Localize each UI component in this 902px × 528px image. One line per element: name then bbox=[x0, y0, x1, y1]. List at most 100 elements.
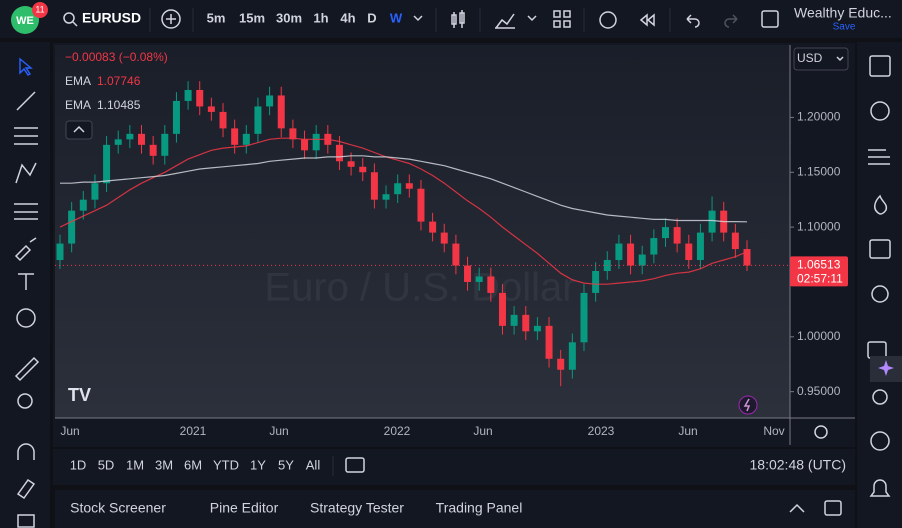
candle-body bbox=[440, 232, 448, 244]
settings-icon[interactable] bbox=[814, 425, 828, 439]
currency-button[interactable] bbox=[793, 47, 849, 71]
time-label: Jun bbox=[60, 424, 79, 438]
range-button[interactable]: 1D bbox=[70, 457, 87, 472]
interval[interactable]: 1h bbox=[313, 10, 328, 25]
candle-body bbox=[103, 144, 111, 184]
search-icon[interactable] bbox=[63, 12, 75, 24]
range-button[interactable]: YTD bbox=[213, 457, 239, 472]
candle-body bbox=[172, 100, 180, 134]
broadcast-icon[interactable] bbox=[870, 431, 890, 451]
news-icon[interactable] bbox=[868, 149, 890, 165]
candle-body bbox=[545, 325, 553, 359]
panel-tab[interactable]: Strategy Tester bbox=[310, 500, 404, 516]
candle-body bbox=[394, 183, 402, 195]
interval[interactable]: 4h bbox=[340, 10, 355, 25]
candle-body bbox=[301, 139, 309, 151]
range-button[interactable]: All bbox=[306, 457, 321, 472]
alert-icon[interactable] bbox=[599, 11, 617, 29]
candle-body bbox=[417, 188, 425, 222]
layouts-icon[interactable] bbox=[553, 10, 571, 28]
candle-body bbox=[452, 243, 460, 266]
watchlist-icon[interactable] bbox=[869, 55, 891, 77]
magnet-tool[interactable] bbox=[17, 443, 35, 460]
interval[interactable]: W bbox=[390, 10, 403, 25]
countdown: 02:57:11 bbox=[797, 272, 843, 286]
panel-tab[interactable]: Pine Editor bbox=[210, 500, 279, 516]
indicators-icon[interactable] bbox=[495, 13, 515, 29]
candle-body bbox=[359, 166, 367, 173]
clock[interactable]: 18:02:48 (UTC) bbox=[750, 457, 846, 473]
lock-tool[interactable] bbox=[16, 478, 36, 500]
trendline-tool[interactable] bbox=[16, 91, 36, 111]
zoom-tool[interactable] bbox=[17, 393, 33, 409]
candle-body bbox=[731, 232, 739, 250]
candle-body bbox=[138, 133, 146, 145]
logo[interactable] bbox=[11, 6, 39, 34]
redo-icon bbox=[724, 14, 738, 28]
time-label: Jun bbox=[473, 424, 492, 438]
interval[interactable]: 30m bbox=[276, 10, 302, 25]
collapse-legend-button[interactable] bbox=[65, 120, 93, 140]
trash-tool[interactable] bbox=[17, 514, 35, 528]
indicators-dropdown[interactable] bbox=[527, 15, 537, 22]
candle-body bbox=[638, 254, 646, 266]
notifications-icon[interactable] bbox=[869, 479, 891, 497]
range-button[interactable]: 5Y bbox=[278, 457, 294, 472]
ai-icon bbox=[878, 360, 894, 376]
candle-body bbox=[708, 210, 716, 233]
range-button[interactable]: 1Y bbox=[250, 457, 266, 472]
time-label: Jun bbox=[269, 424, 288, 438]
alerts-icon[interactable] bbox=[870, 101, 890, 121]
interval[interactable]: 5m bbox=[207, 10, 226, 25]
panel-maximize[interactable] bbox=[824, 500, 842, 516]
fib-tool[interactable] bbox=[14, 127, 38, 145]
price-tick-label: 0.95000 bbox=[797, 384, 841, 398]
ruler-tool[interactable] bbox=[14, 356, 40, 382]
calendar-icon[interactable] bbox=[869, 239, 891, 259]
range-button[interactable]: 5D bbox=[98, 457, 115, 472]
date-range-icon[interactable] bbox=[345, 457, 365, 473]
account-name[interactable]: Wealthy Educ... bbox=[794, 5, 892, 21]
emoji-tool[interactable] bbox=[16, 308, 36, 328]
cursor-tool[interactable] bbox=[19, 57, 33, 76]
ideas-icon[interactable] bbox=[871, 285, 889, 303]
interval-dropdown[interactable] bbox=[413, 15, 423, 22]
interval[interactable]: 15m bbox=[239, 10, 265, 25]
candle-body bbox=[207, 106, 215, 112]
brush-tool[interactable] bbox=[14, 237, 37, 262]
range-button[interactable]: 3M bbox=[155, 457, 173, 472]
currency-dropdown bbox=[836, 56, 844, 62]
candle-body bbox=[196, 89, 204, 107]
candle-body bbox=[580, 292, 588, 343]
text-tool[interactable] bbox=[18, 273, 34, 290]
prediction-tool[interactable] bbox=[14, 203, 38, 220]
bottom-panel bbox=[55, 490, 855, 528]
panel-toggle[interactable] bbox=[789, 503, 805, 513]
chart-type-icon[interactable] bbox=[451, 10, 465, 28]
streams-icon[interactable] bbox=[872, 389, 888, 405]
candle-body bbox=[405, 183, 413, 189]
replay-icon[interactable] bbox=[639, 13, 655, 27]
candle-body bbox=[685, 243, 693, 261]
candle-body bbox=[68, 210, 76, 244]
range-button[interactable]: 6M bbox=[184, 457, 202, 472]
pattern-tool[interactable] bbox=[15, 162, 37, 184]
symbol[interactable]: EURUSD bbox=[82, 10, 141, 26]
undo-icon[interactable] bbox=[686, 14, 700, 28]
compare-button[interactable] bbox=[161, 9, 181, 29]
watermark: Euro / U.S. Dollar bbox=[264, 266, 575, 310]
fullscreen-icon[interactable] bbox=[761, 10, 779, 28]
price-tick-label: 1.15000 bbox=[797, 164, 841, 178]
save-label[interactable]: Save bbox=[833, 22, 856, 33]
lightning-button[interactable] bbox=[738, 395, 758, 415]
currency[interactable]: USD bbox=[797, 51, 823, 65]
range-button[interactable]: 1M bbox=[126, 457, 144, 472]
interval[interactable]: D bbox=[367, 10, 376, 25]
panel-tab[interactable]: Trading Panel bbox=[436, 500, 523, 516]
panel-tab[interactable]: Stock Screener bbox=[70, 500, 166, 516]
hotlist-icon[interactable] bbox=[874, 194, 888, 215]
candle-body bbox=[487, 276, 495, 293]
price-change: −0.00083 (−0.08%) bbox=[65, 50, 168, 64]
candle-body bbox=[231, 128, 239, 145]
